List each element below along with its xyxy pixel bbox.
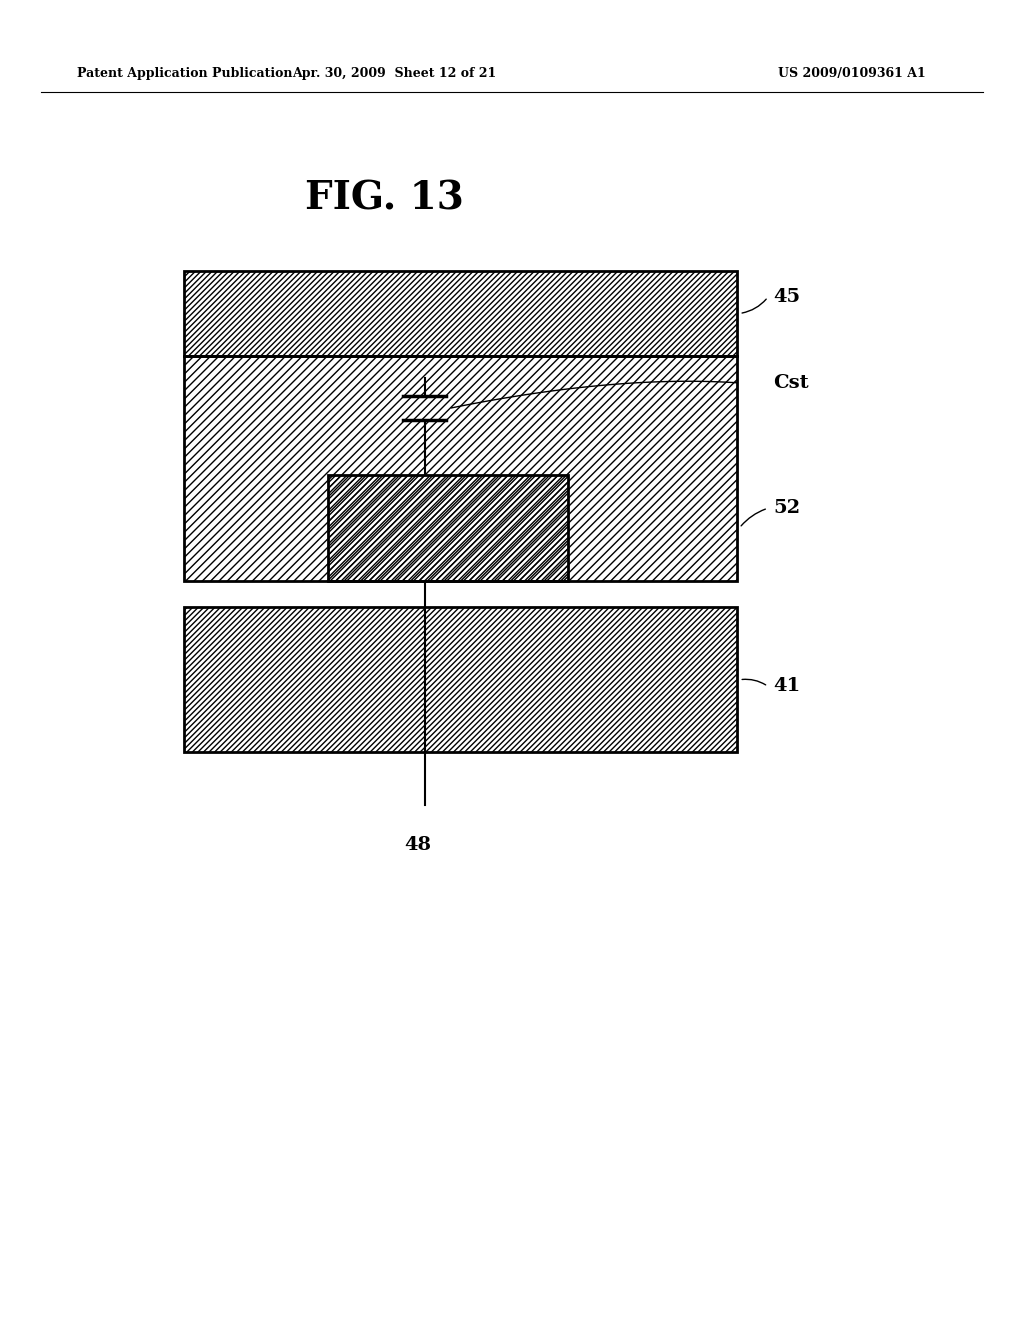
- Text: 52: 52: [773, 499, 800, 517]
- Bar: [184, 356, 737, 581]
- Bar: [184, 356, 737, 581]
- Bar: [184, 271, 737, 356]
- Text: US 2009/0109361 A1: US 2009/0109361 A1: [778, 67, 926, 81]
- Text: FIG. 13: FIG. 13: [304, 180, 464, 216]
- Bar: [184, 356, 737, 581]
- Text: Cst: Cst: [773, 374, 809, 392]
- Bar: [184, 271, 737, 356]
- Text: 48: 48: [404, 836, 431, 854]
- Bar: [328, 475, 568, 581]
- Text: Apr. 30, 2009  Sheet 12 of 21: Apr. 30, 2009 Sheet 12 of 21: [292, 67, 497, 81]
- Bar: [184, 607, 737, 752]
- Bar: [328, 475, 568, 581]
- Text: 45: 45: [773, 288, 800, 306]
- Bar: [184, 607, 737, 752]
- Text: 41: 41: [773, 677, 801, 696]
- Bar: [184, 271, 737, 356]
- Bar: [328, 475, 568, 581]
- Bar: [184, 607, 737, 752]
- Text: Patent Application Publication: Patent Application Publication: [77, 67, 292, 81]
